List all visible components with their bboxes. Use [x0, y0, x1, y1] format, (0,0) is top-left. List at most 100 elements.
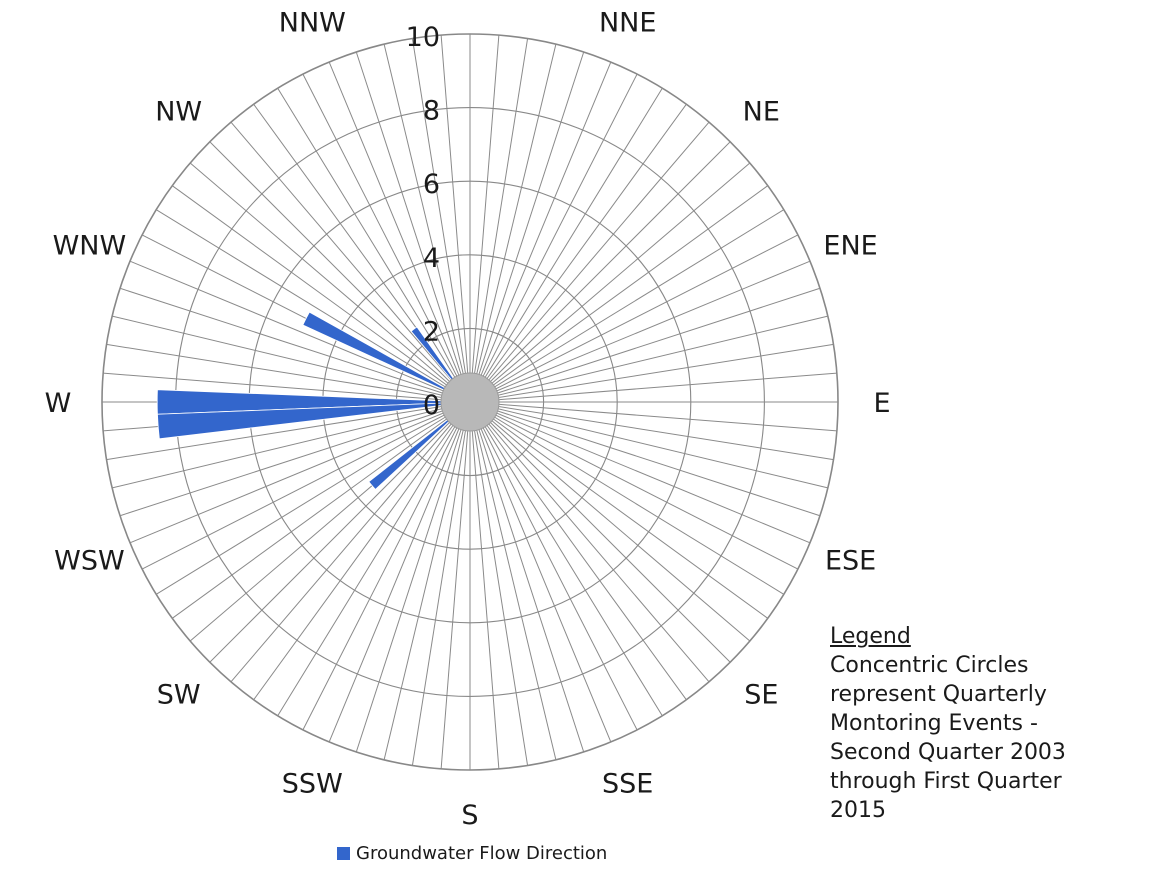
- grid-spoke: [469, 121, 710, 403]
- legend-note: Legend Concentric Circles represent Quar…: [830, 622, 1150, 825]
- grid-spoke: [411, 38, 471, 403]
- grid-spoke: [469, 401, 638, 731]
- grid-spoke: [230, 121, 471, 403]
- grid-spoke: [302, 73, 471, 403]
- grid-spoke: [469, 315, 828, 403]
- grid-spoke: [469, 185, 769, 403]
- grid-spoke: [440, 401, 471, 769]
- grid-spoke: [469, 401, 612, 743]
- grid-spoke: [383, 401, 471, 760]
- grid-spoke: [469, 343, 834, 403]
- grid-spoke: [106, 401, 471, 461]
- grid-spoke: [189, 162, 471, 403]
- direction-label: NNW: [279, 7, 346, 38]
- grid-spoke: [469, 401, 811, 544]
- series-legend: Groundwater Flow Direction: [337, 843, 607, 864]
- legend-note-line: Second Quarter 2003: [830, 740, 1066, 765]
- center-hub: [440, 372, 500, 432]
- grid-spoke: [469, 401, 751, 642]
- grid-spoke: [469, 73, 638, 403]
- grid-spoke: [277, 401, 471, 717]
- grid-spoke: [469, 401, 663, 717]
- grid-spoke: [469, 401, 837, 432]
- direction-label: ENE: [823, 230, 877, 261]
- grid-spoke: [469, 401, 799, 570]
- grid-spoke: [469, 401, 710, 683]
- grid-spoke: [469, 401, 585, 753]
- grid-spoke: [469, 51, 585, 403]
- grid-spoke: [469, 401, 785, 595]
- radial-tick-label: 8: [423, 96, 440, 127]
- grid-spoke: [106, 343, 471, 403]
- grid-spoke: [469, 260, 811, 403]
- grid-spoke: [469, 234, 799, 403]
- grid-spoke: [469, 141, 731, 403]
- grid-spoke: [103, 372, 471, 403]
- legend-note-title: Legend: [830, 624, 911, 649]
- grid-spoke: [469, 209, 785, 403]
- compass-direction-labels: N NNE NE ENE E ESE SE SSE S SSW SW WSW W WNW NW NNW: [45, 0, 891, 831]
- grid-spoke: [469, 401, 769, 619]
- grid-spoke: [411, 401, 471, 766]
- flow-bar: [368, 401, 471, 490]
- grid-spoke: [328, 401, 471, 743]
- grid-spoke: [469, 61, 612, 403]
- flow-bar: [302, 311, 471, 403]
- grid-spoke: [469, 401, 834, 461]
- grid-spoke: [129, 260, 471, 403]
- legend-note-line: through First Quarter: [830, 769, 1062, 794]
- grid-spoke: [230, 401, 471, 683]
- direction-label: SSW: [282, 769, 343, 800]
- direction-label: NE: [743, 97, 780, 128]
- grid-spoke: [355, 51, 471, 403]
- radial-tick-label: 4: [423, 243, 440, 274]
- direction-label: N: [460, 0, 480, 7]
- direction-label: ESE: [825, 546, 876, 577]
- direction-label: SSE: [602, 769, 653, 800]
- angular-grid-spokes: [102, 34, 838, 770]
- grid-spoke: [469, 401, 529, 766]
- flow-bar: [157, 401, 471, 440]
- direction-label: S: [461, 800, 478, 831]
- radial-tick-label: 10: [406, 22, 440, 53]
- radial-tick-label: 2: [423, 316, 440, 347]
- legend-note-line: Concentric Circles: [830, 653, 1029, 678]
- direction-label: NW: [155, 97, 202, 128]
- grid-spoke: [119, 401, 471, 517]
- radial-tick-labels: 0 2 4 6 8 10: [406, 22, 440, 421]
- grid-spoke: [119, 287, 471, 403]
- grid-spoke: [171, 185, 471, 403]
- grid-spoke: [469, 35, 500, 403]
- grid-spoke: [277, 87, 471, 403]
- grid-spoke: [469, 87, 663, 403]
- grid-spoke: [469, 401, 500, 769]
- grid-spoke: [469, 401, 828, 489]
- grid-spoke: [171, 401, 471, 619]
- legend-note-line: 2015: [830, 798, 886, 823]
- grid-spoke: [469, 44, 557, 403]
- grid-spoke: [355, 401, 471, 753]
- grid-spoke: [302, 401, 471, 731]
- grid-spoke: [112, 315, 471, 403]
- grid-spoke: [328, 61, 471, 403]
- grid-spoke: [469, 372, 837, 403]
- direction-label: NNE: [599, 7, 656, 38]
- direction-label: WSW: [54, 546, 125, 577]
- grid-spoke: [469, 103, 687, 403]
- legend-note-line: Montoring Events -: [830, 711, 1038, 736]
- grid-spoke: [209, 141, 471, 403]
- grid-spoke: [141, 401, 471, 570]
- grid-spoke: [469, 38, 529, 403]
- direction-label: SE: [744, 679, 778, 710]
- grid-spoke: [112, 401, 471, 489]
- direction-label: SW: [157, 679, 201, 710]
- radial-tick-label: 0: [423, 390, 440, 421]
- legend-note-line: represent Quarterly: [830, 682, 1047, 707]
- direction-label: WNW: [53, 230, 127, 261]
- grid-spoke: [469, 401, 557, 760]
- series-legend-label: Groundwater Flow Direction: [356, 843, 608, 864]
- grid-spoke: [469, 401, 687, 701]
- grid-spoke: [155, 401, 471, 595]
- grid-spoke: [129, 401, 471, 544]
